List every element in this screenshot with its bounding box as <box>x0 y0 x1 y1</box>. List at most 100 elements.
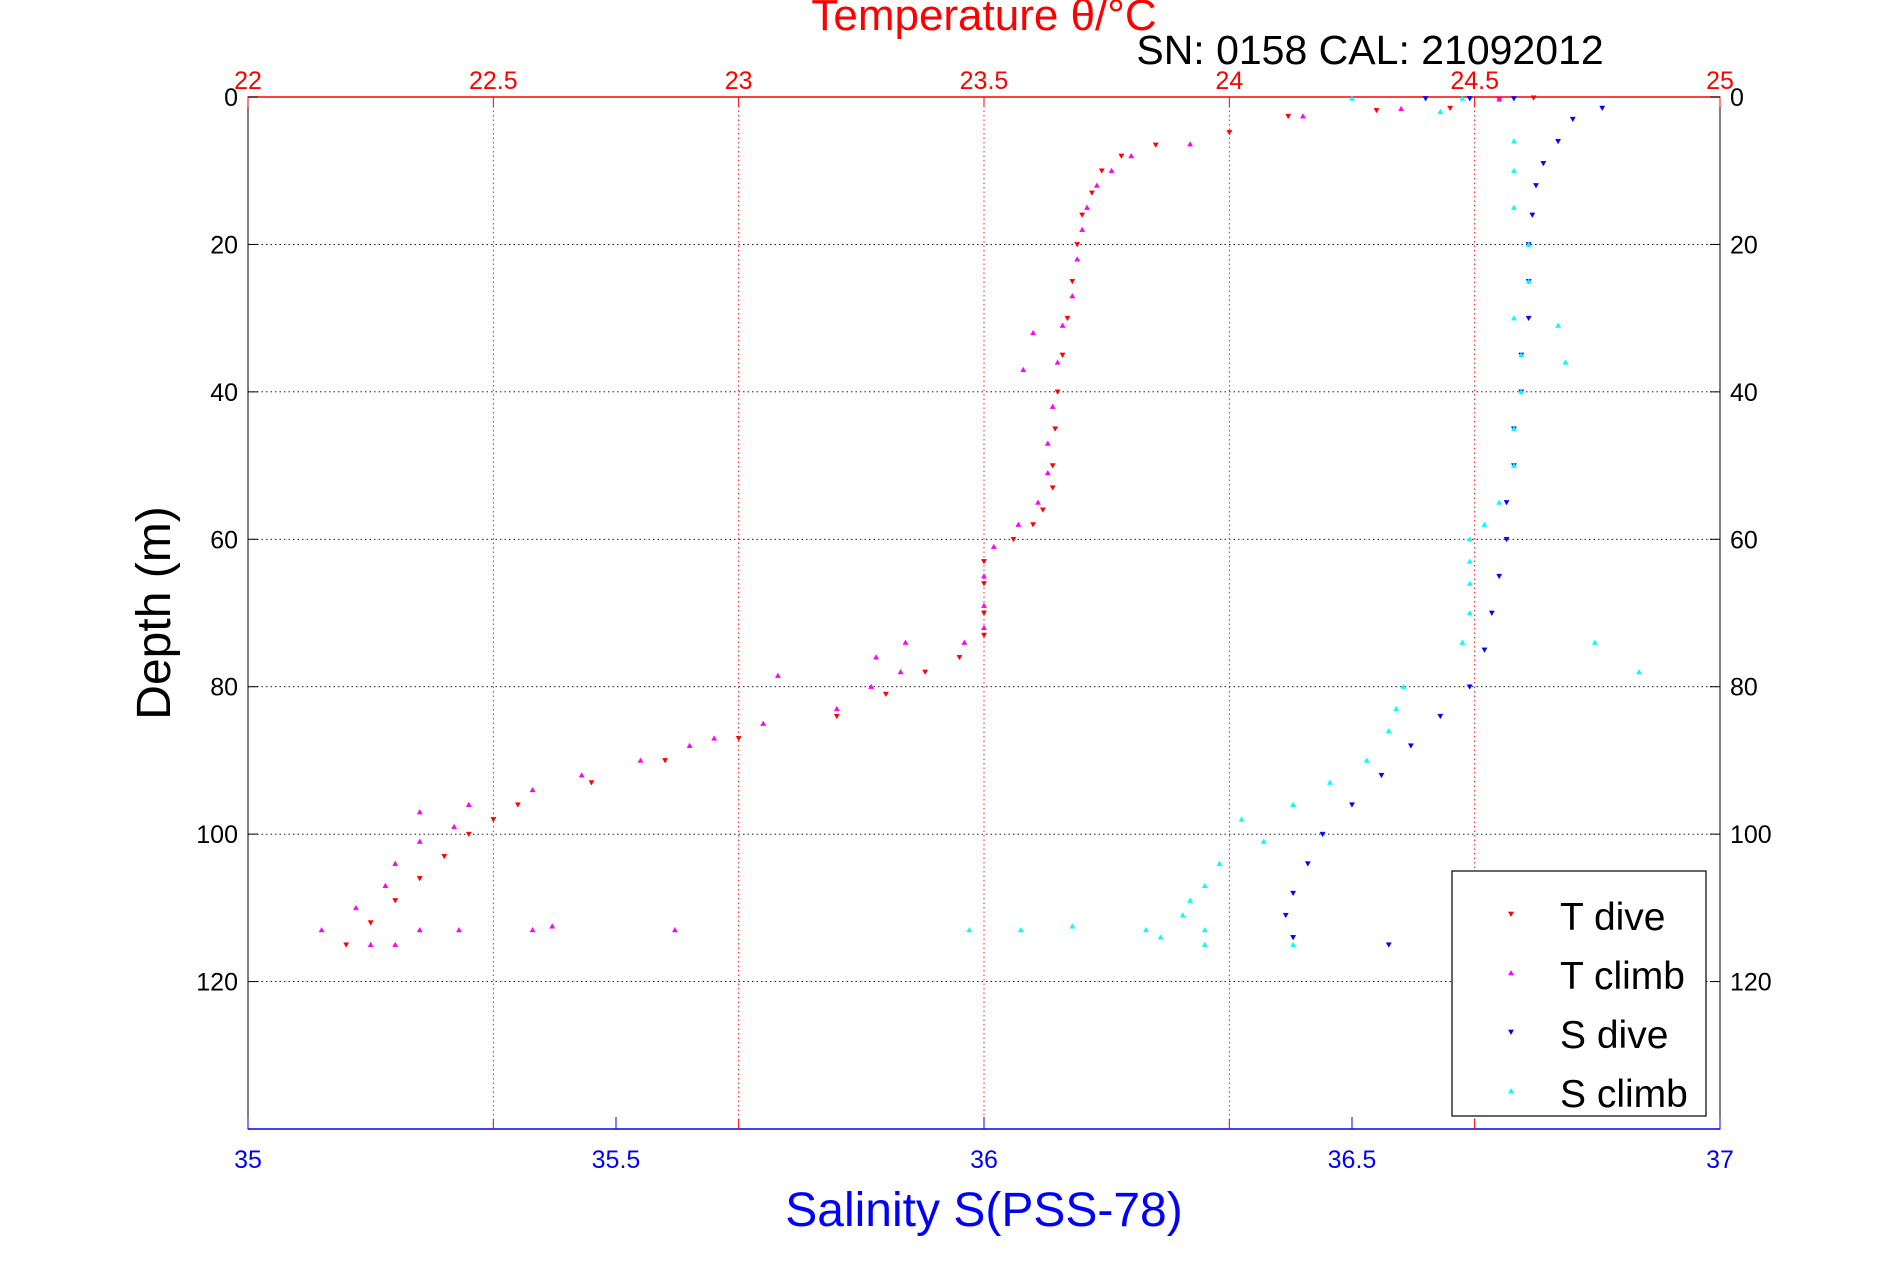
series-t-dive <box>343 95 1537 948</box>
data-point <box>549 923 556 929</box>
legend-label: T climb <box>1560 955 1685 998</box>
salinity-tick-label: 35 <box>234 1146 262 1174</box>
y-tick-label-left: 80 <box>210 674 238 702</box>
data-point <box>1510 204 1517 210</box>
data-point <box>1304 861 1311 867</box>
data-point <box>981 624 987 631</box>
y-tick-label-left: 120 <box>196 969 238 997</box>
data-point <box>1290 941 1297 947</box>
data-point <box>343 942 350 948</box>
data-point <box>1496 573 1503 580</box>
data-point <box>1179 912 1186 918</box>
y-tick-label-right: 40 <box>1730 379 1758 407</box>
data-point <box>1525 278 1532 284</box>
data-point <box>1400 683 1407 689</box>
data-point <box>686 742 693 748</box>
data-point <box>1187 141 1194 147</box>
data-point <box>1555 322 1562 328</box>
data-point <box>1054 359 1061 365</box>
data-point <box>392 941 399 947</box>
data-point <box>981 581 987 587</box>
data-point <box>1157 934 1164 940</box>
data-point <box>1407 743 1414 749</box>
data-point <box>1466 684 1473 690</box>
data-point <box>1285 113 1292 120</box>
data-point <box>367 941 374 947</box>
data-point <box>1466 96 1473 102</box>
axis-ticks <box>247 96 1721 1129</box>
data-point <box>981 610 987 617</box>
data-point <box>1591 639 1598 645</box>
data-point <box>1398 105 1405 112</box>
data-point <box>922 669 929 675</box>
data-point <box>1020 366 1027 373</box>
data-point <box>1437 108 1444 115</box>
data-point <box>897 668 904 675</box>
y-tick-label-left: 0 <box>224 84 238 112</box>
data-point <box>318 926 325 933</box>
data-point <box>1555 138 1562 145</box>
data-point <box>392 898 399 904</box>
y-axis-label: Depth (m) <box>128 506 181 719</box>
data-point <box>873 654 879 660</box>
data-point <box>1496 499 1503 505</box>
legend-marker <box>1508 1087 1514 1094</box>
data-point <box>868 683 875 689</box>
legend-label: S climb <box>1560 1073 1688 1116</box>
data-point <box>1044 469 1051 476</box>
data-point <box>671 926 678 933</box>
data-point <box>1422 96 1429 102</box>
data-point <box>990 543 997 549</box>
data-points <box>318 95 1642 948</box>
data-point <box>1319 831 1326 838</box>
data-point <box>1349 95 1355 101</box>
data-point <box>1074 242 1081 248</box>
tick-labels: 0 0 20 20 40 40 60 60 80 80 100 100 120 120 22 22.5 23 23… <box>196 67 1771 1174</box>
data-point <box>711 735 718 741</box>
data-point <box>1290 935 1297 941</box>
y-tick-label-left: 20 <box>210 231 238 259</box>
data-point <box>1052 426 1059 432</box>
y-tick-label-left: 100 <box>196 821 238 849</box>
data-point <box>1015 521 1022 527</box>
data-point <box>1393 705 1400 712</box>
data-point <box>1518 351 1525 358</box>
legend-box <box>1451 870 1707 1117</box>
data-point <box>1510 425 1517 431</box>
data-point <box>1049 463 1056 469</box>
data-point <box>1049 485 1056 491</box>
data-point <box>1385 727 1392 734</box>
legend-marker <box>1508 1029 1514 1036</box>
data-point <box>1049 403 1056 409</box>
data-point <box>956 654 963 661</box>
data-point <box>1030 522 1037 528</box>
data-point <box>1079 226 1086 232</box>
data-point <box>1481 521 1488 527</box>
data-point <box>367 920 374 926</box>
data-point <box>1108 167 1115 173</box>
data-point <box>1562 359 1569 365</box>
data-point <box>1518 388 1525 395</box>
temperature-tick-label: 22 <box>234 67 262 95</box>
data-point <box>1059 322 1066 328</box>
data-point <box>1017 926 1024 933</box>
data-point <box>1044 440 1051 446</box>
data-point <box>1238 816 1245 822</box>
data-point <box>1069 279 1076 285</box>
data-point <box>1540 161 1547 167</box>
y-tick-label-right: 20 <box>1730 231 1758 259</box>
y-tick-label-right: 100 <box>1730 821 1772 849</box>
y-tick-label-right: 60 <box>1730 526 1758 554</box>
data-point <box>1466 609 1473 616</box>
data-point <box>833 705 840 712</box>
data-point <box>1059 352 1066 359</box>
data-point <box>382 882 389 889</box>
data-point <box>1290 890 1297 897</box>
salinity-tick-label: 36 <box>970 1146 998 1174</box>
data-point <box>1363 757 1370 763</box>
data-point <box>514 802 521 808</box>
data-point <box>490 817 497 823</box>
data-point <box>1599 105 1606 112</box>
data-point <box>637 757 644 763</box>
data-point <box>1069 923 1076 929</box>
